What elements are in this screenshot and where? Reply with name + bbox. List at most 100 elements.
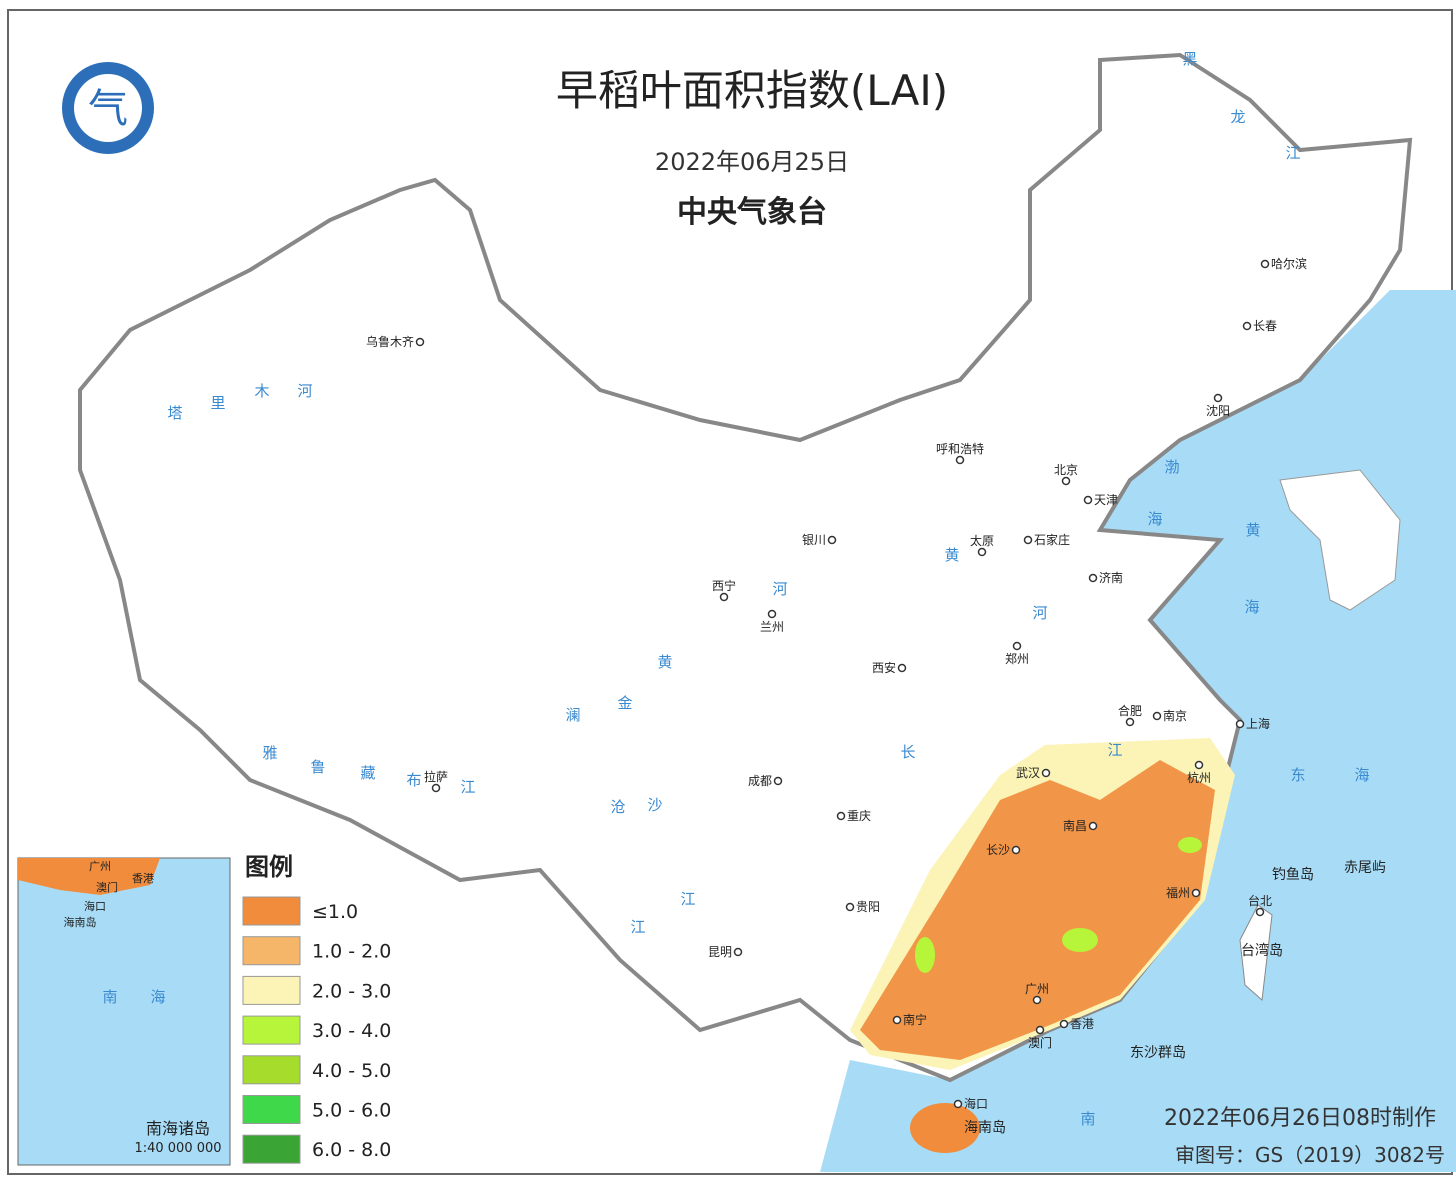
water-label: 江 [630, 918, 645, 936]
water-label: 金 [617, 694, 632, 712]
city-label: 济南 [1099, 570, 1123, 585]
water-label: 河 [772, 580, 787, 598]
city-dot [1088, 573, 1098, 583]
water-label: 沙 [647, 796, 662, 814]
inset-label: 海南岛 [64, 915, 97, 929]
city-label: 重庆 [847, 809, 871, 823]
city-dot [1242, 321, 1252, 331]
city-label: 香港 [1070, 1017, 1094, 1031]
city-dot [1035, 1025, 1045, 1035]
inset-label: 广州 [89, 860, 111, 873]
city-label: 南宁 [903, 1012, 927, 1027]
water-label: 沧 [610, 798, 625, 816]
city-dot [1059, 1019, 1069, 1029]
city-label: 兰州 [760, 620, 784, 634]
city-dot [767, 609, 777, 619]
city-dot [827, 535, 837, 545]
city-dot [977, 547, 987, 557]
inset-label: 南 [102, 988, 117, 1006]
water-label: 雅 [262, 744, 277, 762]
city-label: 西宁 [712, 578, 736, 593]
city-label: 哈尔滨 [1271, 256, 1307, 271]
water-label: 海 [1147, 510, 1162, 528]
city-label: 长春 [1253, 319, 1277, 333]
legend-swatch [242, 1095, 301, 1124]
inset-box [17, 857, 231, 1166]
city-label: 澳门 [1028, 1035, 1052, 1050]
water-label: 长 [900, 743, 915, 761]
city-label: 台北 [1248, 893, 1272, 908]
city-dot [1260, 259, 1270, 269]
city-label: 郑州 [1005, 651, 1029, 666]
city-label: 贵阳 [856, 900, 880, 914]
inset-label: 香港 [132, 872, 154, 885]
water-label: 塔 [167, 404, 182, 422]
inset-label: 1:40 000 000 [134, 1141, 221, 1156]
title: 早稻叶面积指数(LAI) [556, 66, 948, 115]
city-dot [897, 663, 907, 673]
inset-label: 海 [150, 988, 165, 1006]
water-label: 龙 [1230, 108, 1245, 126]
city-dot [836, 811, 846, 821]
city-dot [719, 592, 729, 602]
hainan [910, 1103, 980, 1153]
city-label: 拉萨 [424, 769, 448, 784]
water-label: 木 [254, 382, 269, 400]
place-label: 东沙群岛 [1130, 1045, 1186, 1061]
city-dot [1011, 845, 1021, 855]
city-dot [773, 776, 783, 786]
legend-label: 6.0 - 8.0 [312, 1139, 391, 1161]
place-label: 钓鱼岛 [1272, 866, 1314, 883]
inset-label: 澳门 [96, 880, 118, 894]
city-label: 武汉 [1016, 766, 1040, 780]
place-label: 赤尾屿 [1344, 860, 1386, 876]
legend-label: 1.0 - 2.0 [312, 941, 391, 963]
footer-made: 2022年06月26日08时制作 [1164, 1106, 1436, 1131]
city-label: 成都 [748, 774, 772, 788]
city-label: 沈阳 [1206, 403, 1230, 418]
water-label: 江 [680, 890, 695, 908]
city-dot [953, 1099, 963, 1109]
city-dot [1012, 641, 1022, 651]
legend-title: 图例 [245, 853, 293, 881]
city-label: 天津 [1094, 493, 1118, 507]
city-label: 乌鲁木齐 [366, 334, 414, 349]
city-label: 南京 [1163, 708, 1187, 723]
water-label: 江 [1107, 741, 1122, 759]
city-label: 北京 [1054, 463, 1078, 477]
lai-patch [1062, 928, 1098, 952]
legend-swatch [242, 1055, 301, 1085]
water-label: 海 [1354, 766, 1369, 784]
water-label: 黄 [944, 546, 959, 564]
water-label: 里 [210, 394, 225, 412]
city-dot [1125, 717, 1135, 727]
legend-label: 3.0 - 4.0 [312, 1020, 391, 1042]
agency: 中央气象台 [677, 195, 827, 230]
legend-label: ≤1.0 [312, 901, 358, 923]
labels: ≤1.0 1.0 - 2.0 2.0 - 3.0 3.0 - 4.0 4.0 - 5.0… [64, 50, 1386, 1164]
water-label: 江 [1285, 144, 1300, 162]
city-dot [1152, 711, 1162, 721]
inset-label: 南海诸岛 [146, 1119, 210, 1138]
lai-patch [1178, 837, 1202, 853]
city-dot [1191, 888, 1201, 898]
city-label: 长沙 [986, 843, 1010, 857]
city-dot [1088, 821, 1098, 831]
water-label: 澜 [565, 706, 580, 724]
water-label: 河 [1032, 604, 1047, 622]
taiwan [1239, 904, 1273, 1002]
legend-label: 4.0 - 5.0 [312, 1060, 391, 1082]
water-label: 黄 [1245, 521, 1260, 539]
city-label: 广州 [1025, 982, 1049, 996]
city-label: 海口 [964, 1096, 988, 1111]
city-dot [1083, 495, 1093, 505]
city-label: 银川 [802, 533, 826, 547]
city-dot [1023, 535, 1033, 545]
place-label: 台湾岛 [1241, 942, 1283, 959]
city-dot [955, 455, 965, 465]
city-label: 合肥 [1118, 703, 1142, 718]
water-label: 鲁 [310, 758, 325, 776]
date: 2022年06月25日 [655, 148, 849, 176]
water-label: 藏 [360, 764, 375, 782]
city-label: 西安 [872, 660, 896, 675]
